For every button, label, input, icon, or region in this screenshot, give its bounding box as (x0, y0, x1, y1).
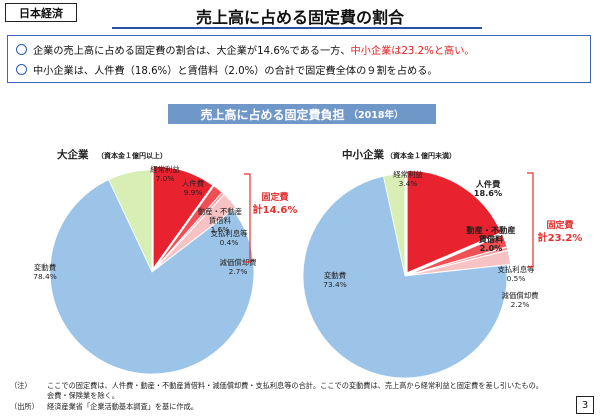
slice-value: 2.0% (480, 243, 503, 253)
fixed-cost-total: 計14.6% (253, 203, 298, 216)
bullet-1-highlight: 中小企業は23.2%と高い。 (350, 46, 475, 57)
large-company-pie (49, 165, 255, 375)
slice-label: 支払利息等 (211, 229, 249, 238)
summary-box: 企業の売上高に占める固定費の割合は、大企業が14.6%である一方、中小企業は23… (7, 35, 591, 83)
source-text: 経済産業省「企業活動基本調査」を基に作成。 (47, 402, 198, 411)
section-tag-text: 日本経済 (19, 6, 63, 20)
slice-value: 7.0% (156, 174, 175, 183)
pie-slice-depreciation (154, 193, 237, 270)
slice-value: 0.5% (507, 274, 526, 283)
pie-slice-variable (302, 175, 508, 379)
page-number-text: 3 (581, 399, 589, 411)
slice-value: 1.6% (211, 225, 230, 234)
slice-label: 動産・不動産 (198, 207, 242, 216)
slice-value: 78.4% (33, 272, 56, 281)
slice-value: 0.4% (220, 238, 239, 247)
title-underline (112, 27, 482, 29)
pie-subtitle: （資本金１億円以上） (97, 151, 167, 160)
pie-slice-variable (49, 179, 255, 375)
slice-value: 2.2% (511, 300, 530, 309)
slice-label: 賃借料 (209, 216, 232, 225)
chart-banner: 売上高に占める固定費負担 （2018年） (168, 104, 436, 124)
note-line-1: ここでの固定費は、人件費・動産・不動産賃借料・減価償却費・支払利息等の合計。ここ… (47, 381, 543, 390)
bullet-circle-icon (16, 44, 27, 55)
slice-value: 9.9% (184, 188, 203, 197)
slice-label: 経常利益 (393, 170, 423, 179)
pie-slice-depreciation (408, 249, 511, 276)
page-number: 3 (576, 396, 594, 414)
source-label: （出所） (10, 402, 39, 411)
slice-label: 減価償却費 (220, 258, 257, 267)
slice-value: 18.6% (474, 188, 502, 198)
pie-slice-labor (152, 165, 214, 270)
slice-label: 経常利益 (150, 165, 180, 174)
pie-title: 中小企業 (342, 148, 384, 161)
page-title: 売上高に占める固定費の割合 (195, 8, 404, 27)
bullet-2-text: 中小企業は、人件費（18.6%）と賃借料（2.0%）の合計で固定費全体の９割を占… (33, 66, 438, 77)
slice-label: 変動費 (34, 263, 56, 272)
fixed-cost-label: 固定費 (261, 191, 288, 203)
slice-label: 動産・不動産 (466, 225, 515, 235)
pie-title: 大企業 (57, 148, 89, 161)
pie-slice-labor (406, 170, 502, 274)
slice-label: 減価償却費 (502, 291, 539, 300)
slice-label: 人件費 (182, 179, 204, 188)
summary-bullet-2: 中小企業は、人件費（18.6%）と賃借料（2.0%）の合計で固定費全体の９割を占… (16, 62, 438, 77)
note-label: （注） (10, 381, 32, 390)
slice-label: 支払利息等 (498, 265, 536, 274)
fixed-cost-total: 計23.2% (538, 231, 583, 244)
fixed-cost-bracket (527, 172, 534, 268)
summary-bullet-1: 企業の売上高に占める固定費の割合は、大企業が14.6%である一方、中小企業は23… (16, 42, 475, 57)
bullet-1-text: 企業の売上高に占める固定費の割合は、大企業が14.6%である一方、 (33, 46, 351, 57)
fixed-cost-label: 固定費 (546, 219, 573, 231)
bullet-circle-icon (16, 64, 27, 75)
note-line-2: 会費・保険業を除く。 (47, 391, 119, 400)
chart-banner-title: 売上高に占める固定費負担 (200, 107, 345, 122)
slice-label: 変動費 (324, 271, 346, 280)
fixed-cost-bracket (244, 173, 251, 263)
slice-value: 3.4% (399, 179, 418, 188)
slice-value: 73.4% (323, 280, 346, 289)
slice-label: 人件費 (476, 179, 501, 189)
slice-label: 賃借料 (478, 234, 504, 244)
section-tag: 日本経済 (5, 3, 77, 22)
slice-value: 2.7% (229, 267, 248, 276)
chart-banner-year: （2018年） (348, 110, 404, 121)
sme-pie (302, 170, 511, 379)
pie-subtitle: （資本金１億円未満） (386, 151, 456, 160)
